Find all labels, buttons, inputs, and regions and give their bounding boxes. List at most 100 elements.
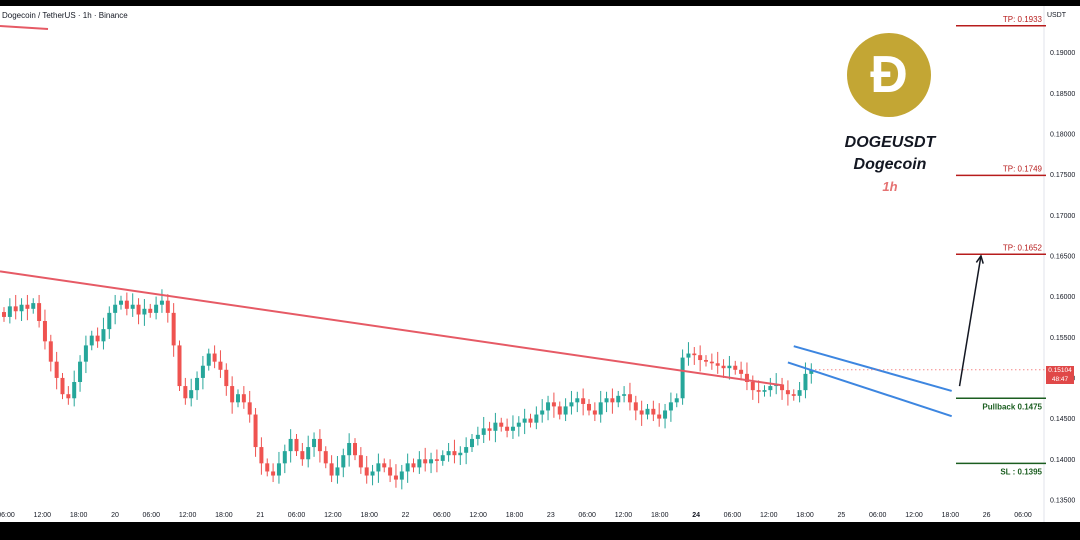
candle-body — [645, 408, 650, 415]
candle — [370, 464, 375, 486]
candle-body — [72, 382, 77, 399]
candle-body — [791, 394, 796, 396]
candle-body — [569, 402, 574, 407]
candle — [247, 390, 252, 423]
candle-body — [288, 438, 293, 452]
candle-body — [388, 467, 393, 476]
candle-body — [610, 398, 615, 403]
candle-body — [37, 303, 42, 321]
bar-countdown: 48:47 — [1051, 376, 1069, 383]
candle-body — [218, 361, 223, 370]
candle — [294, 434, 299, 457]
trendline-segment-top-left — [0, 25, 49, 31]
candle-body — [206, 353, 211, 366]
candle — [200, 355, 205, 390]
candle — [557, 401, 562, 420]
candle — [499, 417, 504, 432]
candle — [159, 289, 164, 313]
candle-body — [803, 373, 808, 391]
candle — [165, 294, 170, 323]
candle — [72, 370, 77, 407]
candle — [388, 459, 393, 483]
candle — [715, 351, 720, 374]
candle-body — [54, 361, 59, 378]
level-label: TP: 0.1652 — [1003, 243, 1043, 252]
candle-body — [224, 369, 229, 387]
candle-body — [481, 428, 486, 435]
x-tick-label: 12:00 — [905, 512, 923, 519]
x-tick-label: 12:00 — [34, 512, 52, 519]
candle — [458, 446, 463, 465]
candle — [481, 416, 486, 443]
x-tick-label: 06:00 — [288, 512, 306, 519]
candle-body — [423, 459, 428, 464]
candle-body — [323, 451, 328, 464]
candle — [674, 393, 679, 408]
candle — [66, 386, 71, 405]
candle — [54, 351, 59, 390]
candle — [692, 347, 697, 365]
candle — [119, 295, 123, 310]
candle-body — [130, 304, 135, 309]
candle — [633, 395, 638, 421]
candle-body — [493, 422, 498, 431]
candle-body — [2, 312, 6, 317]
candle-body — [353, 443, 357, 456]
candle — [592, 402, 597, 422]
candle-body — [522, 418, 527, 423]
candle-body — [733, 365, 738, 370]
candle — [341, 448, 346, 478]
candle-body — [376, 463, 381, 472]
candle — [563, 398, 568, 422]
candle-body — [183, 386, 188, 399]
candle-body — [756, 390, 761, 392]
level-label: TP: 0.1933 — [1003, 15, 1043, 24]
y-tick-label: 0.19000 — [1050, 50, 1075, 57]
candle — [434, 449, 439, 473]
y-tick-label: 0.15500 — [1050, 335, 1075, 342]
dogecoin-glyph: Ɖ — [870, 46, 908, 104]
price-chart[interactable]: 0.19000 0.18500 0.18000 0.17500 0.17000 0.165… — [0, 6, 1080, 522]
level-label: TP: 0.1749 — [1003, 164, 1043, 173]
candle — [276, 451, 281, 484]
candle — [189, 378, 194, 407]
candle-body — [739, 369, 744, 374]
candle-body — [265, 463, 270, 472]
candle-body — [627, 394, 632, 403]
candle — [183, 377, 188, 405]
candle-body — [809, 369, 814, 374]
candle-body — [505, 426, 510, 431]
dogecoin-logo-icon: Ɖ — [847, 33, 931, 117]
candle — [241, 386, 246, 409]
candle-body — [750, 382, 755, 391]
candle-body — [42, 321, 47, 342]
x-tick-label: 12:00 — [615, 512, 633, 519]
candle — [2, 307, 6, 322]
candle-body — [434, 459, 439, 461]
level-tp: TP: 0.1652 — [956, 243, 1046, 256]
x-tick-label: 22 — [402, 512, 410, 519]
candle — [48, 334, 53, 372]
candle-body — [470, 438, 474, 448]
candle — [78, 355, 83, 392]
candle-body — [405, 463, 410, 472]
candle-body — [744, 373, 749, 382]
ticker-title: DOGEUSDT — [844, 134, 936, 151]
candle-body — [622, 394, 627, 396]
channel-upper-line — [793, 345, 952, 392]
candle-body — [721, 365, 726, 369]
candle-body — [83, 345, 88, 362]
candle-body — [347, 443, 352, 456]
candle — [253, 408, 258, 457]
candle — [756, 380, 761, 404]
candle-body — [680, 357, 685, 399]
candle — [282, 444, 287, 474]
candle-body — [189, 390, 194, 399]
candle — [663, 403, 668, 429]
candle-body — [60, 377, 65, 395]
candle-body — [528, 418, 533, 423]
x-tick-label: 12:00 — [760, 512, 778, 519]
candle-body — [358, 455, 363, 468]
candle — [639, 400, 644, 426]
candle — [195, 371, 200, 400]
